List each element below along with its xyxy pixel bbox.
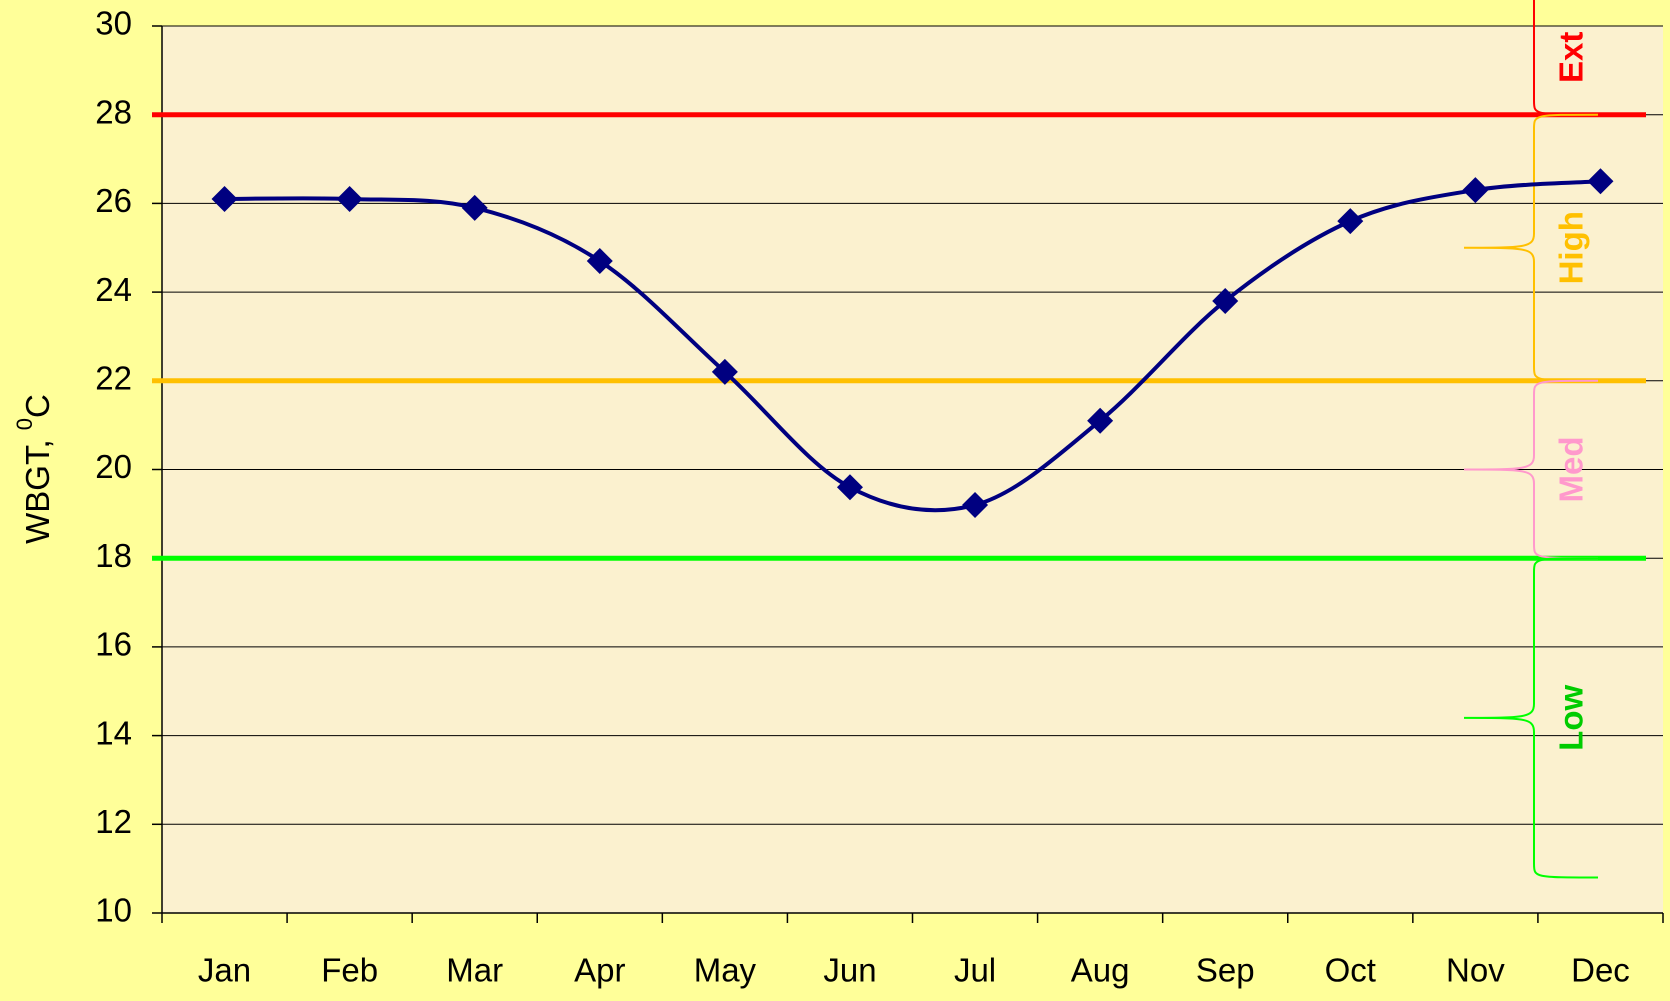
y-tick-label: 24 <box>95 271 132 308</box>
y-tick-label: 12 <box>95 803 132 840</box>
y-label-text: WBGT, <box>19 430 56 544</box>
x-tick-label: Jun <box>823 952 876 989</box>
y-tick-label: 28 <box>95 93 132 130</box>
data-point <box>1212 287 1239 314</box>
band-brace <box>1463 379 1599 560</box>
x-tick-label: Feb <box>321 952 378 989</box>
y-tick-label: 10 <box>95 892 132 929</box>
data-point <box>1337 208 1364 235</box>
y-tick-label: 14 <box>95 714 132 751</box>
x-tick-label: Mar <box>446 952 503 989</box>
data-point <box>211 185 238 212</box>
data-point <box>962 491 989 518</box>
y-axis-label: WBGT, 0C <box>12 394 56 544</box>
band-label: Low <box>1553 685 1590 751</box>
y-tick-label: 30 <box>95 5 132 42</box>
data-point <box>461 194 488 221</box>
x-tick-label: May <box>694 952 757 989</box>
x-tick-label: Jan <box>198 952 251 989</box>
x-tick-label: Oct <box>1325 952 1376 989</box>
band-label: High <box>1553 211 1590 284</box>
y-tick-label: 26 <box>95 182 132 219</box>
data-point <box>1087 407 1114 434</box>
data-point <box>586 248 613 275</box>
data-point <box>836 474 863 501</box>
band-brace <box>1533 0 1599 116</box>
x-tick-label: Nov <box>1446 952 1505 989</box>
x-tick-label: Aug <box>1071 952 1130 989</box>
data-point <box>1587 168 1614 195</box>
y-tick-label: 20 <box>95 448 132 485</box>
data-point <box>336 185 363 212</box>
band-brace <box>1463 113 1599 382</box>
band-label: Med <box>1553 437 1590 503</box>
x-tick-label: Apr <box>574 952 625 989</box>
y-tick-label: 22 <box>95 360 132 397</box>
data-point <box>1462 177 1489 204</box>
y-label-unit: C <box>19 394 56 418</box>
data-point <box>711 358 738 385</box>
y-label-sup: 0 <box>12 418 37 430</box>
y-tick-label: 18 <box>95 537 132 574</box>
band-label: Ext <box>1553 32 1590 83</box>
band-brace <box>1463 557 1599 879</box>
x-tick-label: Jul <box>954 952 996 989</box>
x-tick-label: Sep <box>1196 952 1255 989</box>
x-tick-label: Dec <box>1571 952 1630 989</box>
y-tick-label: 16 <box>95 626 132 663</box>
